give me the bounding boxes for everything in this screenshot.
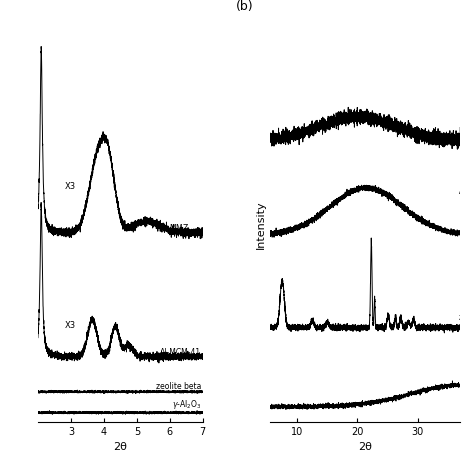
Text: $\gamma$-Al$_2$O$_3$: $\gamma$-Al$_2$O$_3$: [172, 398, 201, 411]
Text: (b): (b): [236, 0, 254, 13]
Y-axis label: Intensity: Intensity: [256, 201, 266, 249]
Text: MMZ$_\mathrm{beta}$: MMZ$_\mathrm{beta}$: [169, 223, 201, 235]
Text: X3: X3: [64, 321, 75, 330]
Text: z: z: [458, 313, 463, 322]
X-axis label: 2θ: 2θ: [358, 442, 372, 452]
Text: X3: X3: [64, 182, 75, 191]
X-axis label: 2θ: 2θ: [113, 442, 128, 452]
Text: zeolite beta: zeolite beta: [156, 382, 201, 391]
Text: Al-MCM-41: Al-MCM-41: [160, 348, 201, 357]
Text: A: A: [458, 187, 464, 196]
Text: M: M: [458, 127, 465, 136]
